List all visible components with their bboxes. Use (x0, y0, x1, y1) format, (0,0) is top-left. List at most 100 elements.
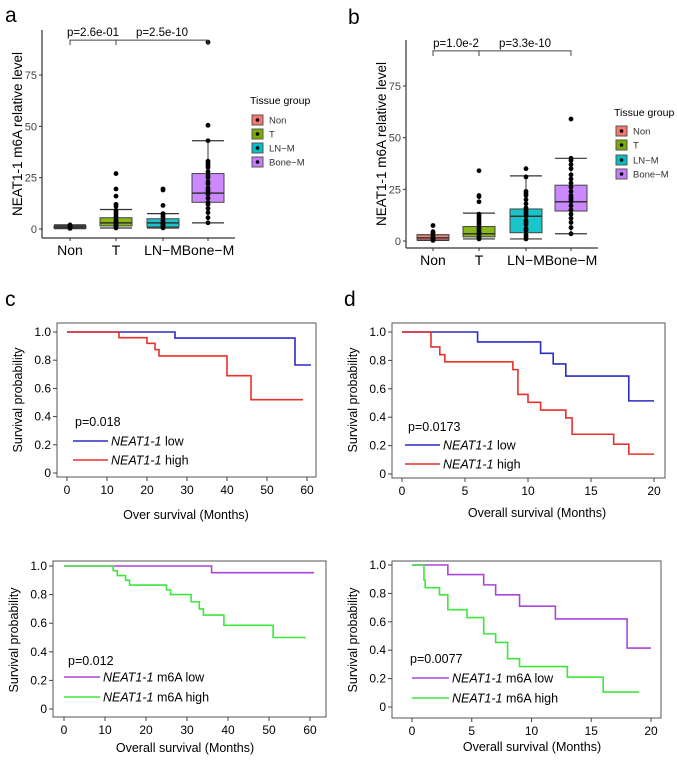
data-point (568, 176, 574, 182)
x-axis-label: Overall survival (Months) (116, 741, 254, 755)
panel-label-c: c (5, 288, 16, 311)
legend-group: high (493, 458, 520, 472)
data-point (67, 222, 73, 228)
x-axis-label: Over survival (Months) (123, 508, 249, 522)
legend-item: T (633, 141, 639, 152)
x-tick-label: 20 (647, 484, 661, 498)
legend-gene-name: NEAT1-1 (443, 439, 493, 453)
survival-curvem6A-low (412, 564, 651, 649)
legend-item: Bone−M (633, 170, 669, 181)
x-tick-label: LN−M (144, 242, 182, 258)
x-axis-label: Overall survival (Months) (468, 506, 606, 520)
y-tick-label: 75 (25, 70, 37, 82)
data-point (568, 225, 574, 230)
x-tick-label: 10 (521, 484, 535, 498)
data-point (568, 162, 574, 167)
y-axis-label: NEAT1-1 m6A relative level (374, 62, 389, 226)
y-tick-label: 0 (31, 224, 37, 236)
data-point (568, 193, 574, 198)
plot-frame (391, 560, 662, 719)
legend-label: NEAT1-1 low (443, 439, 517, 453)
comparison-p-value: p=3.3e-10 (499, 38, 551, 50)
legend-key-dot (619, 129, 624, 133)
data-point (568, 180, 574, 186)
y-tick-label: 0.2 (369, 439, 386, 453)
data-point (205, 195, 211, 201)
data-point (160, 211, 166, 217)
panel-label-d: d (344, 288, 356, 311)
data-point (205, 206, 211, 211)
data-point (205, 220, 211, 226)
legend-gene-name: NEAT1-1 (452, 672, 502, 686)
x-tick-label: 5 (468, 724, 475, 738)
data-point (568, 155, 574, 161)
data-point (430, 229, 436, 235)
legend-item: Non (633, 127, 650, 138)
y-tick-label: 50 (389, 133, 401, 145)
legend-item: LN−M (269, 144, 295, 155)
survival-curvelow (402, 331, 654, 402)
data-point (205, 173, 211, 179)
x-tick-label: 50 (260, 483, 274, 497)
y-tick-label: 0 (44, 466, 51, 480)
legend-key-dot (255, 132, 260, 136)
data-point (568, 219, 574, 225)
p-value-annotation: p=0.018 (75, 415, 121, 429)
x-tick-label: LN−M (507, 252, 545, 268)
data-point (523, 174, 529, 180)
y-tick-label: 0.8 (369, 353, 386, 367)
comparison-bracket (115, 39, 209, 46)
survival-curvelow (67, 331, 311, 366)
data-point (568, 184, 574, 190)
x-tick-label: Non (420, 252, 446, 268)
legend-item: T (269, 130, 275, 141)
x-tick-label: 40 (221, 723, 235, 737)
legend-gene-name: NEAT1-1 (452, 692, 502, 706)
data-point (476, 168, 482, 174)
legend-group: m6A low (502, 672, 554, 686)
y-tick-label: 0.4 (369, 643, 386, 657)
y-tick-label: 1.0 (34, 325, 51, 339)
y-axis-label: NEAT1-1 m6A relative level (10, 52, 25, 216)
y-tick-label: 0 (395, 236, 401, 248)
data-point (476, 193, 482, 198)
chart-d-lower: 0 5 10 15 20 0 0.2 0.4 0.6 0.8 1.0 Overall survival… (346, 558, 662, 754)
y-axis-label: Survival probability (346, 347, 360, 453)
legend-item: LN−M (633, 156, 659, 167)
p-value-annotation: p=0.0077 (410, 652, 463, 666)
legend-label: NEAT1-1 m6A low (452, 672, 554, 686)
legend-gene-name: NEAT1-1 (111, 454, 161, 468)
p-value-annotation: p=0.0173 (408, 420, 461, 434)
legend-group: high (161, 454, 188, 468)
panel-label-b: b (348, 6, 360, 29)
survival-curvem6A-low (64, 565, 315, 574)
x-tick-label: 30 (180, 483, 194, 497)
x-tick-label: 30 (180, 723, 194, 737)
x-tick-label: 20 (139, 723, 153, 737)
x-tick-label: 20 (644, 724, 658, 738)
legend-item: Bone−M (269, 158, 305, 169)
data-point (568, 211, 574, 217)
data-point (568, 166, 574, 172)
y-tick-label: 0.8 (34, 353, 51, 367)
legend-key-dot (619, 143, 624, 147)
legend-key-dot (619, 172, 624, 176)
legend-group: m6A low (153, 671, 205, 685)
data-point (568, 215, 574, 221)
data-point (523, 226, 529, 231)
y-tick-label: 0.4 (34, 410, 51, 424)
legend-gene-name: NEAT1-1 (111, 435, 161, 449)
p-value-annotation: p=0.012 (68, 654, 114, 668)
data-point (205, 158, 211, 164)
x-tick-label: 10 (98, 723, 112, 737)
data-point (160, 202, 166, 208)
data-point (205, 179, 211, 185)
legend-gene-name: NEAT1-1 (103, 671, 153, 685)
y-tick-label: 0.6 (30, 616, 47, 630)
data-point (568, 116, 574, 122)
legend-label: NEAT1-1 m6A high (452, 692, 558, 706)
data-point (113, 171, 119, 176)
survival-curvem6A-high (412, 564, 640, 693)
